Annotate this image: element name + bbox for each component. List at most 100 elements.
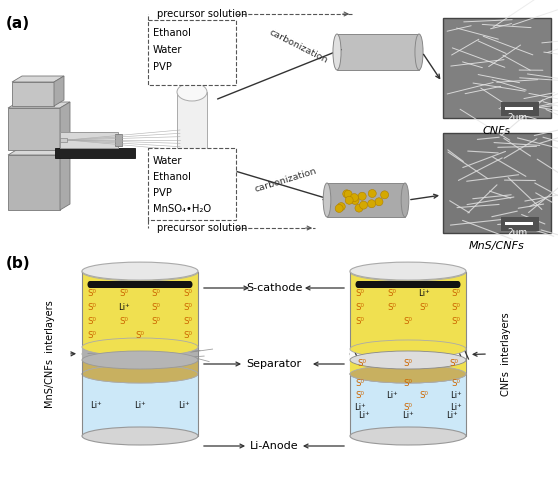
Bar [90,281,190,288]
Text: S⁰: S⁰ [387,290,397,298]
Text: CNFs: CNFs [483,126,511,136]
Text: S⁰: S⁰ [184,302,193,312]
Bar [501,102,539,116]
Text: S⁰: S⁰ [88,332,97,340]
Text: carbonization: carbonization [253,166,318,194]
Bar [190,185,194,199]
Text: S⁰: S⁰ [355,380,364,388]
Bar [501,217,539,231]
Text: S⁰: S⁰ [355,392,364,400]
Text: S⁰: S⁰ [355,304,364,312]
Circle shape [355,204,363,212]
Text: Li⁺: Li⁺ [134,400,146,409]
Bar [505,107,533,110]
Bar [55,148,135,158]
Text: precursor solution: precursor solution [157,223,247,233]
Text: S⁰: S⁰ [136,332,145,340]
Bar [350,374,466,436]
Text: CNFs  interlayers: CNFs interlayers [501,312,511,396]
Bar [350,272,466,354]
Bar [82,347,198,360]
Ellipse shape [350,345,466,363]
Text: S⁰: S⁰ [184,318,193,326]
Circle shape [337,202,345,210]
Bar [443,133,551,233]
Bar [350,349,466,360]
Polygon shape [8,149,70,155]
Text: S⁰: S⁰ [88,302,97,312]
Bar [82,272,198,354]
Ellipse shape [323,183,331,217]
Ellipse shape [350,351,466,369]
Text: Separator: Separator [247,359,301,369]
Polygon shape [60,149,70,210]
Text: S⁰: S⁰ [355,290,364,298]
Text: S⁰: S⁰ [184,332,193,340]
Text: S⁰: S⁰ [450,360,459,368]
Ellipse shape [350,340,466,358]
Bar [350,272,466,436]
Text: PVP: PVP [153,62,172,72]
Circle shape [345,196,353,204]
Ellipse shape [187,281,193,288]
Ellipse shape [82,351,198,369]
Ellipse shape [82,365,198,383]
Polygon shape [54,76,64,106]
Text: S⁰: S⁰ [119,318,128,326]
Ellipse shape [82,263,198,281]
Text: Li⁺: Li⁺ [354,404,366,412]
Ellipse shape [350,365,466,383]
Text: Ethanol: Ethanol [153,28,191,38]
Circle shape [351,196,359,204]
Bar [82,354,198,374]
Ellipse shape [350,365,466,383]
Ellipse shape [82,338,198,356]
Text: S⁰: S⁰ [184,290,193,298]
Text: S⁰: S⁰ [88,290,97,298]
Ellipse shape [177,176,207,194]
Bar [177,92,207,185]
Ellipse shape [401,183,409,217]
Text: Li⁺: Li⁺ [178,400,190,409]
Ellipse shape [350,263,466,281]
Text: Li⁺: Li⁺ [418,290,430,298]
Text: MnS/CNFs  interlayers: MnS/CNFs interlayers [45,300,55,408]
Ellipse shape [88,281,93,288]
Text: S⁰: S⁰ [403,380,412,388]
Text: Li⁺: Li⁺ [118,302,130,312]
Text: S⁰: S⁰ [152,318,161,326]
Bar [60,132,118,148]
Ellipse shape [455,281,460,288]
Text: Li⁺: Li⁺ [446,410,458,420]
Text: S⁰: S⁰ [403,404,412,412]
Ellipse shape [350,365,466,383]
Bar [443,18,551,118]
Text: S⁰: S⁰ [358,360,367,368]
Circle shape [358,192,366,200]
Text: 2μm: 2μm [507,228,527,237]
Text: Li-Anode: Li-Anode [249,441,299,451]
Bar [350,354,466,374]
Bar [115,134,122,146]
Ellipse shape [82,345,198,363]
Text: S⁰: S⁰ [451,304,460,312]
Text: Li⁺: Li⁺ [90,400,102,409]
Text: MnS/CNFs: MnS/CNFs [469,241,525,251]
Text: carbonization: carbonization [268,28,330,65]
Ellipse shape [82,427,198,445]
Bar [8,155,60,210]
Bar [12,82,54,106]
Text: Li⁺: Li⁺ [358,410,370,420]
Ellipse shape [355,281,360,288]
Text: (b): (b) [6,256,31,271]
Bar [8,108,60,150]
Text: MnSO₄•H₂O: MnSO₄•H₂O [153,204,211,214]
Text: 2μm: 2μm [507,113,527,122]
Ellipse shape [185,196,199,202]
Ellipse shape [350,262,466,280]
Ellipse shape [333,34,341,70]
Text: Water: Water [153,45,182,55]
Polygon shape [8,102,70,108]
Bar [358,281,458,288]
Bar [505,222,533,225]
